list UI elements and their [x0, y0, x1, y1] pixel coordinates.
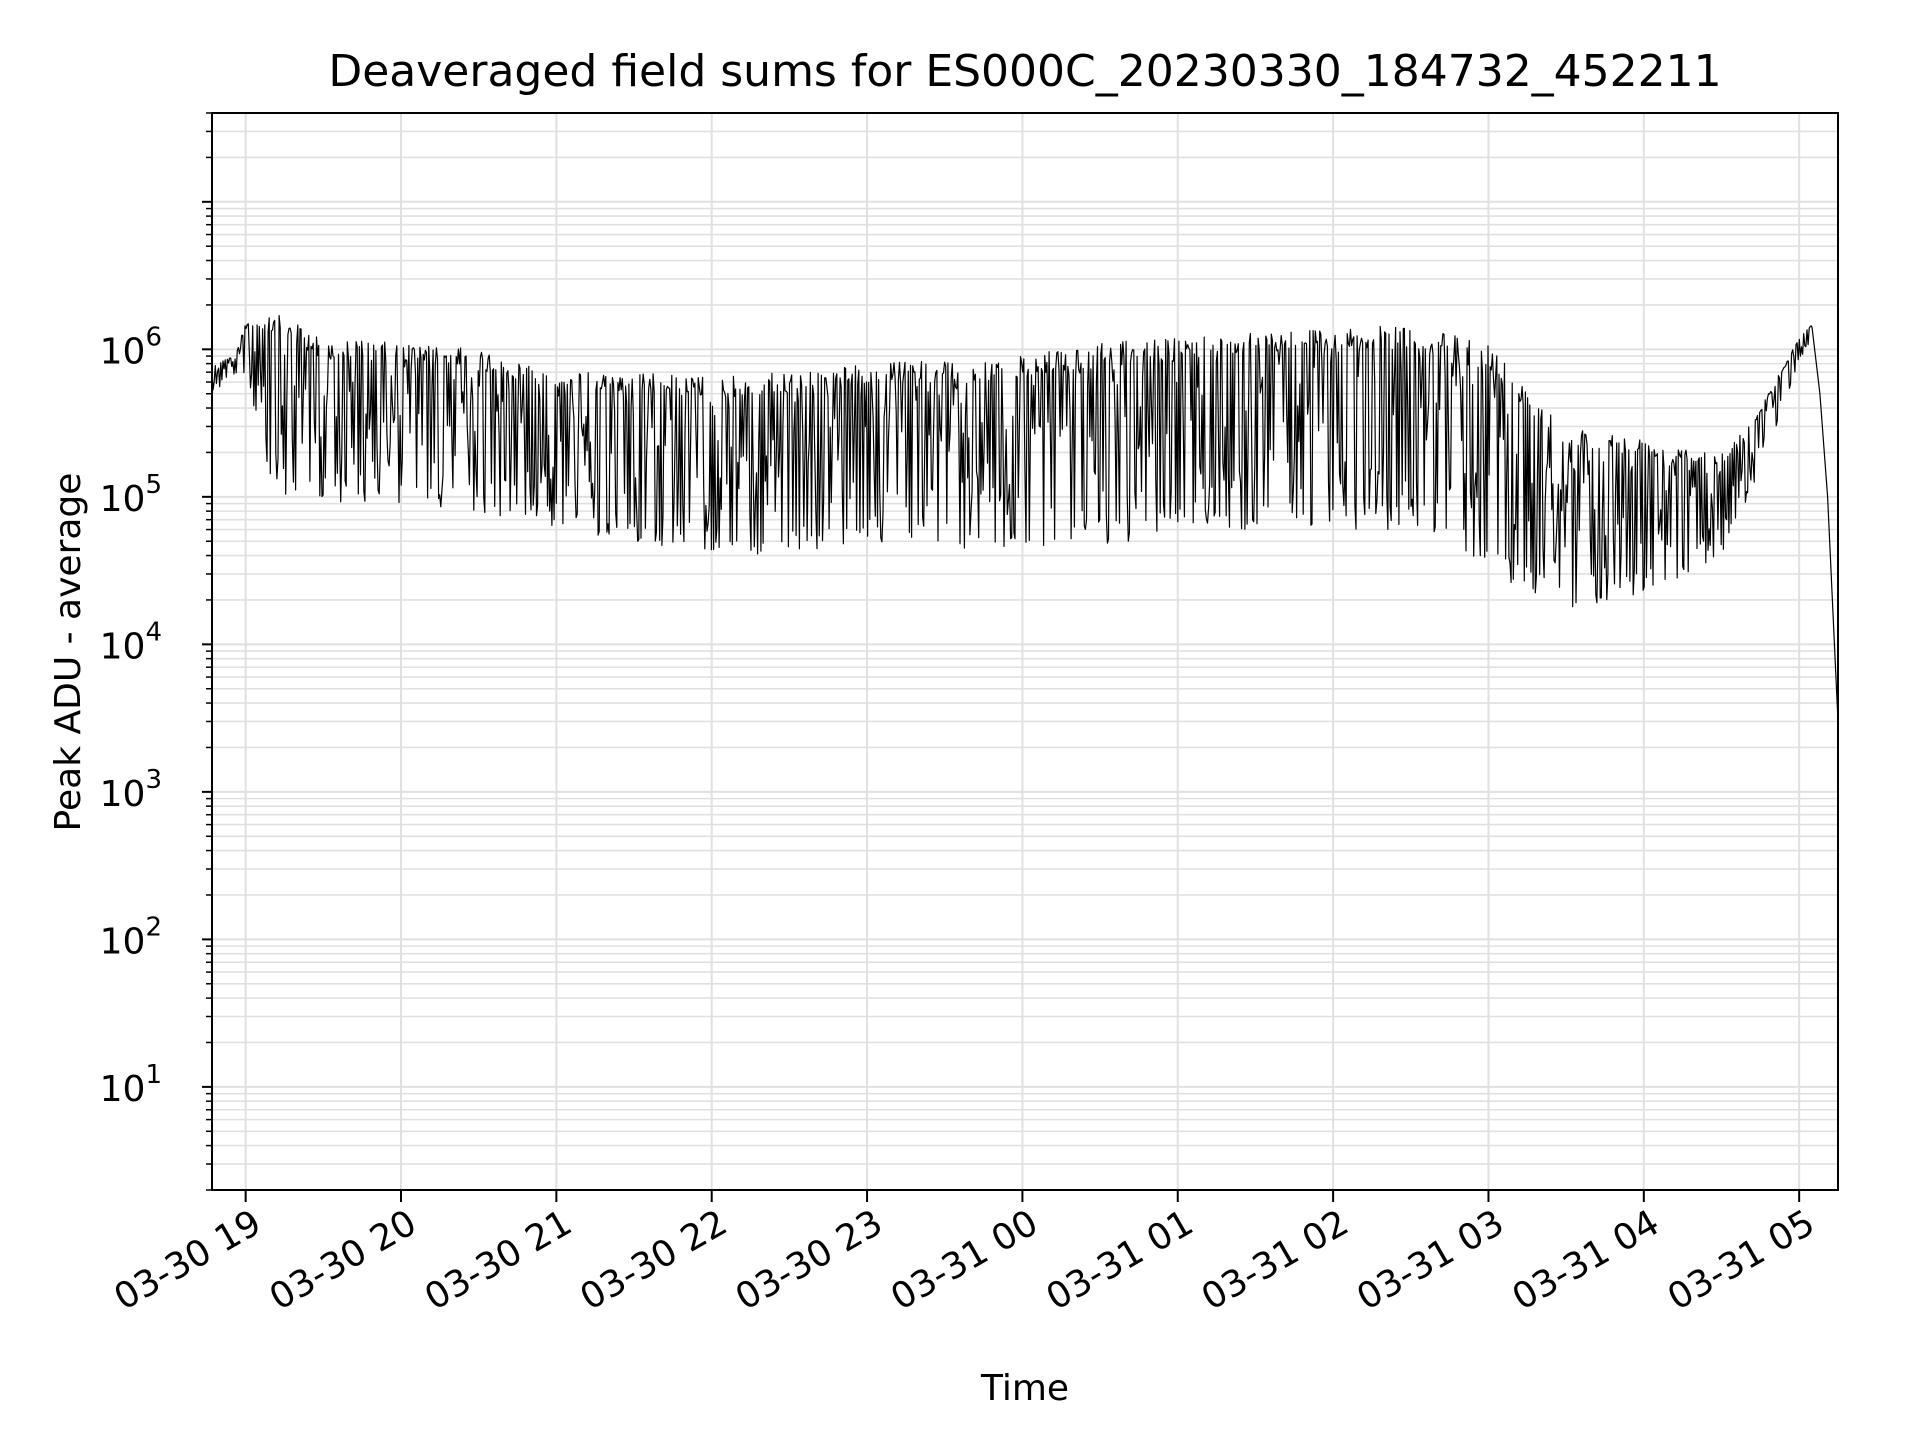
y-tick-label: 104	[100, 617, 162, 667]
chart-title: Deaveraged field sums for ES000C_2023033…	[328, 46, 1721, 97]
grid-lines	[212, 112, 1838, 1191]
y-axis-ticks: 101 102 103 104 105 106	[100, 112, 212, 1191]
y-tick-label: 103	[100, 765, 162, 815]
y-tick-label: 105	[100, 470, 162, 520]
y-tick-label: 106	[100, 322, 162, 372]
x-axis-label: Time	[980, 1368, 1069, 1409]
series-path	[211, 315, 1839, 722]
series-line	[211, 315, 1839, 722]
y-tick-label: 101	[100, 1060, 162, 1110]
y-tick-label: 102	[100, 912, 162, 962]
y-axis-label: Peak ADU - average	[48, 473, 89, 832]
